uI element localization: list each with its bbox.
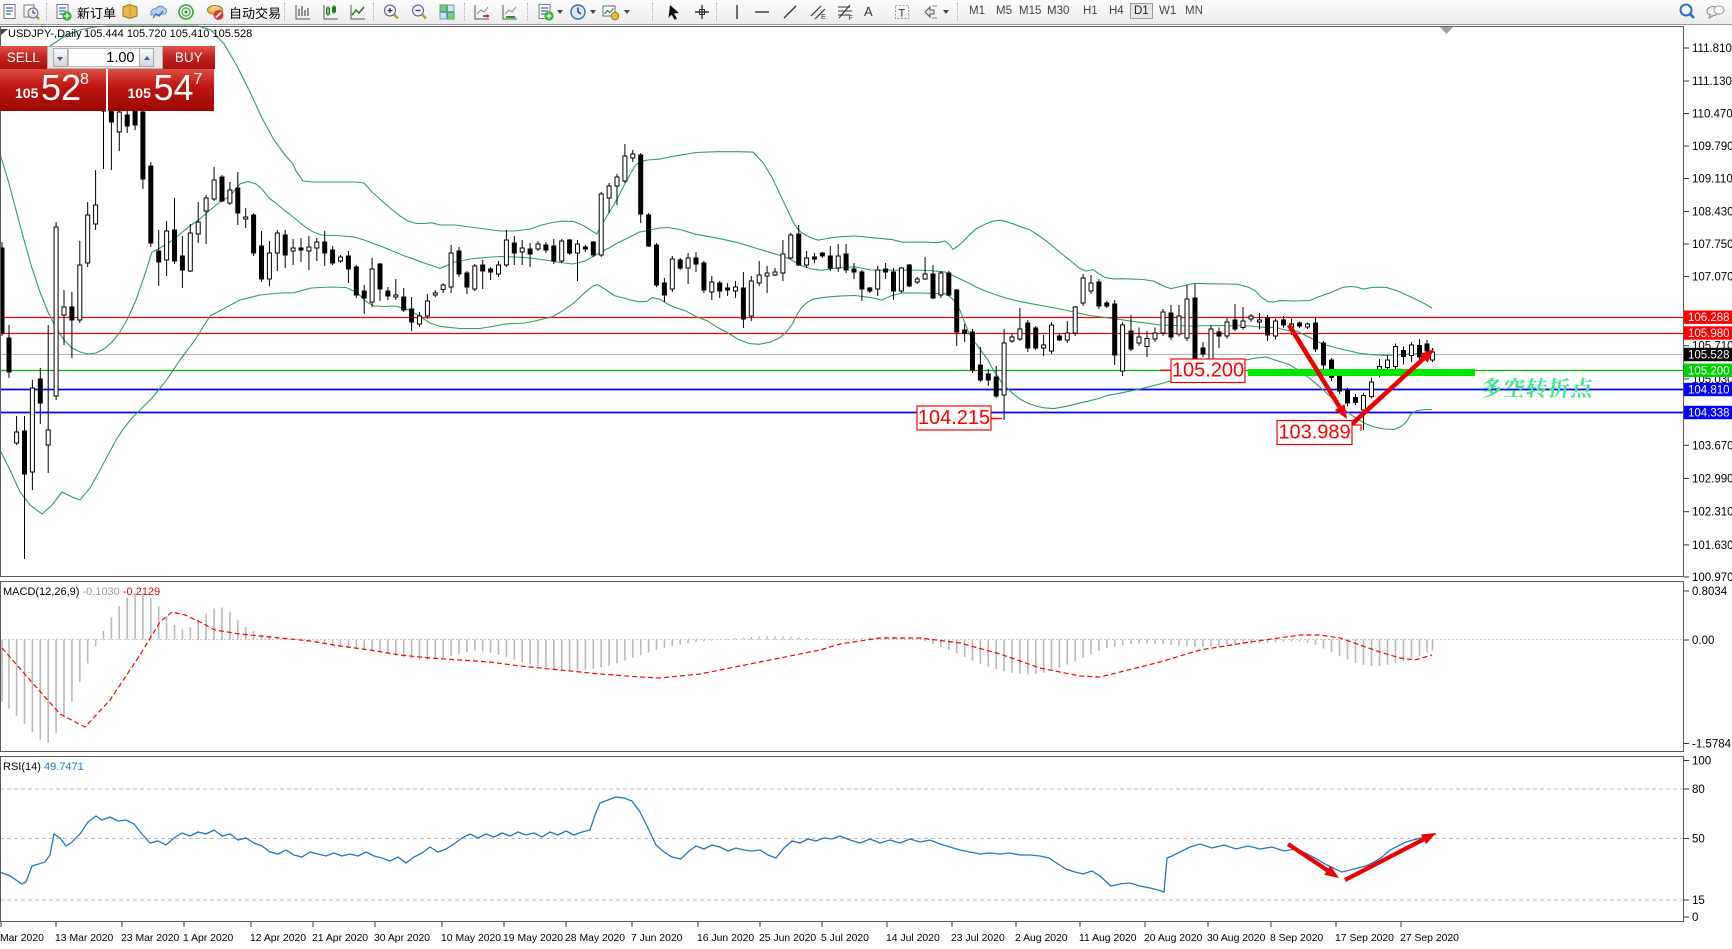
svg-text:USDJPY-,Daily: USDJPY-,Daily (8, 28, 82, 40)
svg-text:13 Mar 2020: 13 Mar 2020 (55, 933, 114, 944)
svg-text:8 Sep 2020: 8 Sep 2020 (1270, 933, 1323, 944)
svg-text:16 Jun 2020: 16 Jun 2020 (697, 933, 754, 944)
svg-text:14 Jul 2020: 14 Jul 2020 (886, 933, 940, 944)
svg-text:104.215: 104.215 (918, 407, 990, 429)
svg-text:20 Aug 2020: 20 Aug 2020 (1144, 933, 1203, 944)
svg-text:105.528: 105.528 (1688, 350, 1730, 362)
svg-text:27 Sep 2020: 27 Sep 2020 (1400, 933, 1459, 944)
svg-text:106.288: 106.288 (1688, 312, 1730, 324)
svg-text:2 Aug 2020: 2 Aug 2020 (1015, 933, 1068, 944)
svg-text:104.338: 104.338 (1688, 408, 1730, 420)
svg-text:109.790: 109.790 (1692, 141, 1732, 153)
svg-text:MACD(12,26,9) -0.1030 -0.2129: MACD(12,26,9) -0.1030 -0.2129 (3, 586, 160, 598)
svg-text:30 Apr 2020: 30 Apr 2020 (374, 933, 430, 944)
svg-text:F: F (849, 15, 853, 21)
svg-text:E: E (821, 14, 826, 21)
svg-text:102.310: 102.310 (1692, 507, 1732, 519)
svg-text:105.444 105.720 105.410 105.52: 105.444 105.720 105.410 105.528 (84, 28, 252, 40)
svg-text:100: 100 (1692, 756, 1711, 768)
svg-text:21 Apr 2020: 21 Apr 2020 (312, 933, 368, 944)
svg-text:T: T (899, 8, 906, 20)
svg-text:107.070: 107.070 (1692, 272, 1732, 284)
svg-text:103.670: 103.670 (1692, 440, 1732, 452)
svg-text:30 Aug 2020: 30 Aug 2020 (1207, 933, 1266, 944)
svg-text:11 Aug 2020: 11 Aug 2020 (1079, 933, 1137, 944)
svg-text:10 May 2020: 10 May 2020 (441, 933, 501, 944)
svg-text:23 Jul 2020: 23 Jul 2020 (951, 933, 1005, 944)
svg-text:23 Mar 2020: 23 Mar 2020 (121, 933, 180, 944)
svg-text:109.110: 109.110 (1692, 174, 1732, 186)
svg-text:15: 15 (1692, 895, 1705, 907)
svg-text:0: 0 (1692, 912, 1698, 924)
svg-text:28 May 2020: 28 May 2020 (565, 933, 625, 944)
svg-text:100.970: 100.970 (1692, 572, 1732, 584)
svg-text:110.470: 110.470 (1692, 109, 1732, 121)
svg-text:-1.5784: -1.5784 (1692, 739, 1732, 751)
svg-text:1 Apr 2020: 1 Apr 2020 (183, 933, 233, 944)
svg-text:5 Jul 2020: 5 Jul 2020 (821, 933, 869, 944)
svg-text:17 Sep 2020: 17 Sep 2020 (1335, 933, 1394, 944)
svg-text:111.810: 111.810 (1692, 43, 1732, 55)
svg-text:80: 80 (1692, 784, 1705, 796)
svg-text:12 Apr 2020: 12 Apr 2020 (250, 933, 306, 944)
svg-text:107.750: 107.750 (1692, 239, 1732, 251)
svg-text:Mar 2020: Mar 2020 (0, 933, 44, 944)
svg-text:104.810: 104.810 (1688, 385, 1730, 397)
svg-text:7 Jun 2020: 7 Jun 2020 (631, 933, 683, 944)
svg-text:105.200: 105.200 (1688, 365, 1730, 377)
svg-text:50: 50 (1692, 834, 1705, 846)
svg-text:RSI(14) 49.7471: RSI(14) 49.7471 (3, 761, 84, 773)
svg-text:103.989: 103.989 (1278, 422, 1350, 444)
svg-text:0.00: 0.00 (1692, 635, 1714, 647)
svg-text:0.8034: 0.8034 (1692, 586, 1728, 598)
svg-text:25 Jun 2020: 25 Jun 2020 (759, 933, 816, 944)
svg-text:101.630: 101.630 (1692, 540, 1732, 552)
svg-text:105.200: 105.200 (1172, 360, 1244, 382)
svg-text:105.980: 105.980 (1688, 328, 1730, 340)
svg-text:108.430: 108.430 (1692, 207, 1732, 219)
svg-text:102.990: 102.990 (1692, 474, 1732, 486)
svg-text:111.130: 111.130 (1692, 76, 1732, 88)
svg-text:19 May 2020: 19 May 2020 (503, 933, 563, 944)
